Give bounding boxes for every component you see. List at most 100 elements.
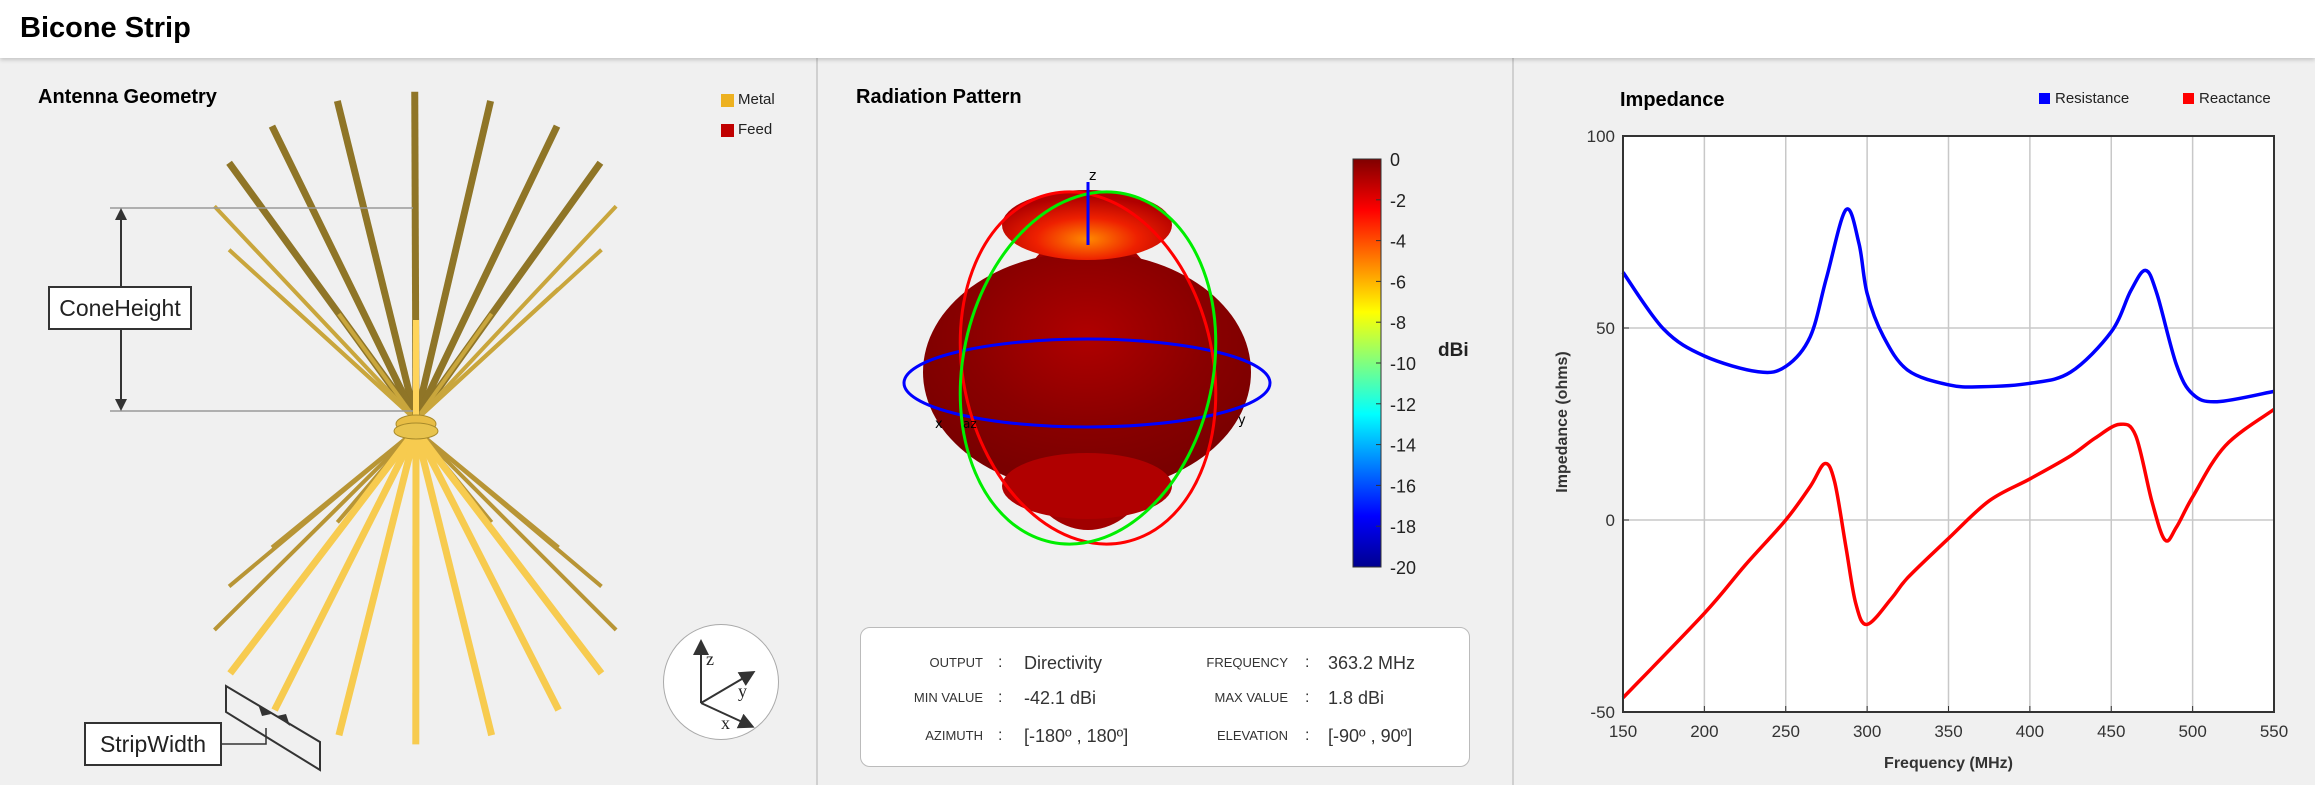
min-value-label: MIN VALUE — [913, 690, 983, 705]
pattern-info-box: OUTPUT : Directivity FREQUENCY : 363.2 M… — [860, 627, 1470, 767]
x-tick-label: 350 — [1934, 722, 1962, 741]
impedance-title: Impedance — [1620, 89, 1725, 111]
legend-feed-swatch — [721, 124, 734, 137]
output-value: Directivity — [1024, 653, 1103, 673]
arrow-icon — [277, 714, 290, 726]
colorbar-tick-label: -6 — [1390, 272, 1406, 292]
app-header: Bicone Strip — [0, 0, 2315, 58]
axis-x-label: x — [721, 713, 730, 733]
colorbar-tick-label: -10 — [1390, 354, 1416, 374]
azimuth-value: [-180º , 180º] — [1024, 726, 1129, 746]
colorbar-tick-label: -2 — [1390, 191, 1406, 211]
y-tick-label: 100 — [1587, 127, 1615, 146]
colorbar-tick-label: -16 — [1390, 476, 1416, 496]
series-line-resistance — [1621, 207, 2275, 404]
colorbar-tick-label: -4 — [1390, 232, 1406, 252]
upper-cone-strip — [412, 100, 494, 421]
upper-cone-strip — [268, 124, 420, 422]
max-value-label: MAX VALUE — [1214, 690, 1288, 705]
lower-cone-strip — [414, 428, 618, 632]
azimuth-circle — [902, 337, 1272, 429]
frequency-label: FREQUENCY — [1206, 655, 1288, 670]
colorbar-tick-label: -20 — [1390, 558, 1416, 578]
x-tick-label: 300 — [1853, 722, 1881, 741]
y-tick-label: 0 — [1606, 511, 1615, 530]
arrow-icon — [258, 704, 271, 716]
colorbar-tick-label: -18 — [1390, 517, 1416, 537]
lower-cone-strip — [271, 428, 420, 712]
axes-triad-icon — [693, 639, 756, 729]
pattern-lobe-bottom — [1002, 453, 1172, 519]
legend-metal-swatch — [721, 94, 734, 107]
orientation-axes-widget[interactable]: z y x — [663, 624, 779, 740]
x-tick-label: 150 — [1609, 722, 1637, 741]
colorbar-tick-label: -14 — [1390, 436, 1416, 456]
y-tick-label: 50 — [1596, 319, 1615, 338]
frequency-value: 363.2 MHz — [1328, 653, 1416, 673]
upper-cone-strip — [212, 204, 418, 422]
legend-feed-label: Feed — [738, 121, 773, 138]
pattern-az-label: az — [963, 417, 977, 431]
lower-cone-strip — [412, 428, 562, 712]
pattern-z-label: z — [1089, 168, 1096, 184]
antenna-geometry-view[interactable] — [0, 0, 817, 785]
geometry-title: Antenna Geometry — [38, 86, 217, 108]
upper-cone-strip — [414, 204, 618, 422]
upper-cone-strip — [412, 124, 561, 422]
pattern-title: Radiation Pattern — [856, 86, 1022, 108]
pattern-y-label: y — [1238, 413, 1246, 428]
lower-cone-strip — [335, 429, 420, 737]
y-tick-label: -50 — [1590, 703, 1615, 722]
upper-cone-strip — [337, 312, 418, 422]
colorbar-tick-label: -12 — [1390, 395, 1416, 415]
legend-reactance-swatch — [2183, 93, 2194, 104]
azimuth-label: AZIMUTH — [925, 728, 983, 743]
lower-cone-strip — [414, 428, 560, 550]
axis-z-label: z — [706, 649, 714, 669]
panel-divider — [816, 58, 818, 785]
legend-resistance-swatch — [2039, 93, 2050, 104]
upper-cone-strip — [333, 100, 420, 421]
colorbar-tick-label: -8 — [1390, 313, 1406, 333]
x-axis-label: Frequency (MHz) — [1884, 755, 2013, 772]
elevation-label: ELEVATION — [1216, 728, 1288, 743]
strip-width-label: StripWidth — [84, 722, 222, 766]
upper-cone-strip — [414, 287, 560, 422]
axis-y-label: y — [738, 681, 747, 701]
arrow-down-icon — [115, 399, 127, 411]
x-tick-label: 550 — [2260, 722, 2288, 741]
x-tick-label: 200 — [1690, 722, 1718, 741]
lower-cone-strip — [213, 428, 418, 632]
x-tick-label: 450 — [2097, 722, 2125, 741]
legend-reactance-label: Reactance — [2199, 90, 2271, 107]
lower-cone-strip — [413, 427, 605, 676]
min-value: -42.1 dBi — [1024, 688, 1097, 708]
radiation-pattern-3d-view[interactable]: z x az y 0 -2 -4 -6 -8 -10 -12 -14 -16 -18 -20 dBi — [0, 0, 1513, 785]
arrow-up-icon — [115, 208, 127, 220]
upper-cone-strip — [270, 287, 418, 422]
x-tick-label: 500 — [2178, 722, 2206, 741]
output-label: OUTPUT — [929, 655, 983, 670]
panel-divider — [1512, 58, 1514, 785]
y-axis-label: Impedance (ohms) — [1554, 351, 1571, 493]
feed-hub — [393, 422, 439, 440]
strip-width-leader — [222, 728, 267, 745]
x-tick-label: 400 — [2016, 722, 2044, 741]
colorbar-unit-label: dBi — [1438, 340, 1469, 361]
x-tick-label: 250 — [1772, 722, 1800, 741]
pattern-x-label: x — [935, 417, 943, 432]
colorbar-tick-label: 0 — [1390, 150, 1400, 170]
legend-metal-label: Metal — [738, 91, 775, 108]
max-value: 1.8 dBi — [1328, 688, 1385, 708]
pattern-lobe-main — [923, 252, 1251, 492]
lower-cone-strip — [227, 427, 419, 676]
plot-frame — [1622, 135, 2275, 713]
elevation-circle-green — [958, 190, 1218, 546]
legend-resistance-label: Resistance — [2055, 90, 2130, 107]
lower-cone-strip — [412, 429, 496, 737]
upper-cone-strip — [414, 312, 494, 422]
elevation-value: [-90º , 90º] — [1328, 726, 1413, 746]
app-title: Bicone Strip — [20, 12, 191, 44]
lower-cone-strip — [270, 428, 418, 550]
